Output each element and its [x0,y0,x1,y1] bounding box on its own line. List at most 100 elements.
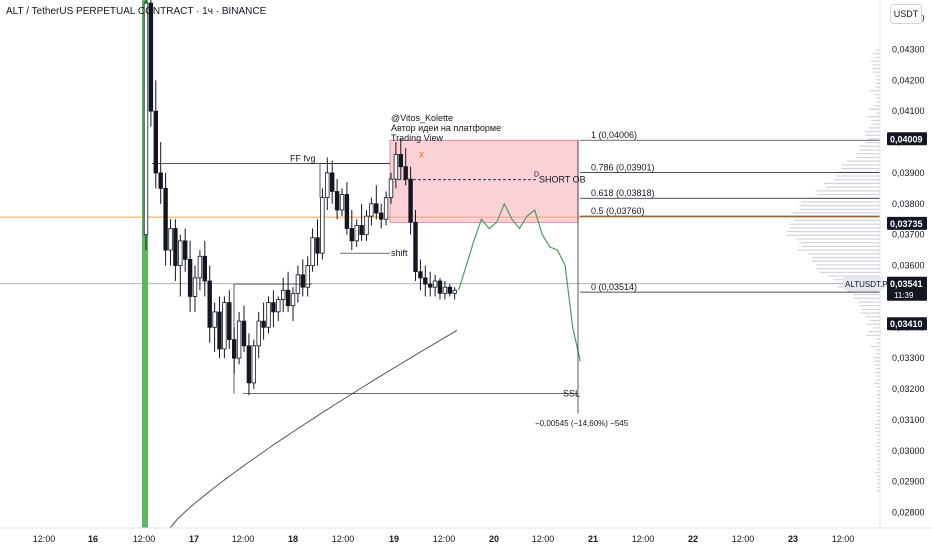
y-tick-label: 0,02800 [892,508,925,518]
candle-body [252,346,256,383]
fib-label: 0.618 (0,03818) [591,188,655,198]
volume-profile-bar [874,383,880,384]
x-tick-label: 16 [88,534,98,544]
price-label: 0,04009 [890,134,923,144]
volume-profile-bar [876,338,880,339]
y-tick-label: 0,03900 [892,168,925,178]
volume-profile-bar [876,353,880,354]
candle-body [326,173,330,198]
x-tick-label: 17 [189,534,199,544]
candle-body [335,191,339,210]
candle-body [355,225,359,240]
x-tick-label: 18 [288,534,298,544]
volume-profile-bar [859,312,880,313]
candle-body [321,198,325,254]
moving-average-line [170,330,457,528]
candle-body [428,284,432,287]
y-tick-label: 0,02900 [892,477,925,487]
candle-body [350,228,354,240]
candle-body [144,3,148,235]
volume-profile-bar [875,94,880,95]
candle-body [389,179,393,198]
y-tick-label: 0,04300 [892,44,925,54]
volume-profile-bar [873,327,880,328]
y-tick-label: 0,04200 [892,75,925,85]
candle-body [311,238,315,266]
volume-profile-bar [827,275,880,276]
volume-profile-bar [871,120,880,121]
volume-profile-bar [817,264,880,265]
volume-profile-bar [870,346,880,347]
volume-profile-bar [865,316,880,317]
candle-body [394,154,398,179]
candle-body [438,281,442,293]
volume-profile-bar [862,309,880,310]
candle-body [316,238,320,253]
x-tick-label: 12:00 [232,534,255,544]
candle-body [291,293,295,305]
volume-profile-bar [824,183,880,184]
x-tick-label: 19 [389,534,399,544]
candle-body [433,281,437,287]
volume-profile-bar [815,190,880,191]
volume-profile-bar [874,357,880,358]
volume-profile-bar [876,413,880,414]
volume-profile-bar [870,90,880,91]
candle-body [419,272,423,278]
candle-body [340,195,344,210]
volume-profile-bar [876,442,880,443]
fib-label: 0 (0,03514) [591,282,637,292]
volume-profile-bar [808,253,880,254]
volume-profile-bar [800,209,880,210]
currency-button[interactable]: USDT [890,4,922,24]
volume-profile-bar [876,461,880,462]
x-tick-label: 22 [688,534,698,544]
volume-profile-bar [790,227,880,228]
x-tick-label: 12:00 [732,534,755,544]
volume-profile-bar [872,72,880,73]
y-tick-label: 0,03200 [892,384,925,394]
y-tick-label: 0,03300 [892,353,925,363]
candle-body [159,173,163,188]
volume-profile-bar [872,68,880,69]
volume-profile-bar [875,86,880,87]
volume-profile-bar [860,149,880,150]
volume-profile-bar [876,401,880,402]
volume-profile-bar [847,290,880,291]
volume-profile-bar [797,250,880,251]
y-tick-label: 0,03700 [892,230,925,240]
volume-profile-bar [867,116,880,117]
volume-profile-bar [842,164,880,165]
candle-body [218,312,222,349]
volume-profile-bar [836,175,880,176]
candle-body [453,290,457,293]
candle-body [247,346,251,383]
candle-body [169,228,173,250]
volume-profile-bar [873,53,880,54]
y-tick-label: 0,03000 [892,446,925,456]
x-tick-label: 12:00 [632,534,655,544]
x-tick-label: 12:00 [433,534,456,544]
x-tick-label: 12:00 [133,534,156,544]
volume-profile-bar [875,472,880,473]
y-tick-label: 0,03100 [892,415,925,425]
short-ob-label: SHORT OB [539,175,586,185]
candle-body [399,154,403,166]
y-tick-label: 0,03600 [892,261,925,271]
volume-profile-bar [802,246,880,247]
volume-profile-bar [856,153,880,154]
volume-profile-bar [799,205,880,206]
candle-body [262,321,266,327]
candle-body [188,259,192,296]
candle-body [193,278,197,297]
fib-label: 1 (0,04006) [591,130,637,140]
price-label: 0,03735 [890,219,923,229]
candle-body [267,303,271,328]
candle-body [272,303,276,312]
candle-body [242,321,246,346]
ssl-label: SSL [563,389,580,399]
candle-body [281,290,285,299]
candle-body [208,281,212,327]
fib-label: 0.786 (0,03901) [591,163,655,173]
